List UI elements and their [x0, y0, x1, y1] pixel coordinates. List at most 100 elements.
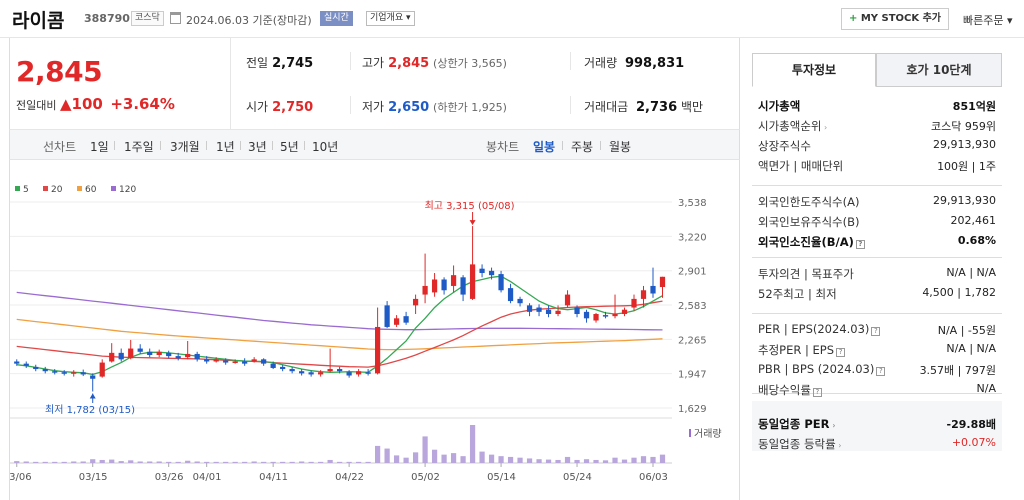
period-1w[interactable]: 1주일 — [124, 140, 154, 154]
help-icon[interactable]: ? — [871, 327, 881, 336]
volume-bar — [346, 461, 352, 463]
info-value: N/A — [976, 382, 996, 395]
candle-body — [403, 316, 409, 323]
candle-body — [564, 294, 571, 306]
info-value: +0.07% — [951, 436, 996, 449]
info-row: 투자의견 | 목표주가 N/A | N/A — [758, 266, 996, 286]
info-label[interactable]: 추정PER | EPS? — [758, 342, 846, 358]
info-value: 851억원 — [952, 100, 996, 113]
volume-bar — [403, 457, 409, 463]
y-tick-label: 3,538 — [678, 198, 707, 209]
lower-limit: (하한가 1,925) — [433, 101, 507, 114]
info-label[interactable]: 외국인소진율(B/A)? — [758, 234, 865, 250]
info-row: 외국인한도주식수(A) 29,913,930 — [758, 194, 996, 214]
candle-body — [583, 311, 590, 319]
period-3m[interactable]: 3개월 — [170, 140, 200, 154]
candle-daily[interactable]: 일봉 — [533, 140, 556, 154]
candle-body — [536, 307, 542, 312]
tab-investment-info[interactable]: 투자정보 — [752, 53, 876, 87]
tab-orderbook[interactable]: 호가 10단계 — [876, 53, 1002, 87]
info-row: 시가총액순위 › 코스닥 959위 — [758, 118, 996, 138]
volume-bar — [356, 461, 362, 463]
volume-bar — [469, 425, 476, 463]
candle-weekly[interactable]: 주봉 — [571, 140, 594, 154]
separator — [272, 141, 273, 150]
candle-body — [232, 361, 238, 363]
divider — [752, 185, 1002, 186]
low-arrow-icon — [89, 393, 96, 399]
volume-bar — [412, 452, 419, 463]
candle-body — [346, 372, 352, 376]
chevron-right-icon[interactable]: › — [821, 123, 828, 132]
y-tick-label: 3,220 — [678, 232, 707, 243]
candle-body — [52, 371, 58, 373]
ma60-line — [16, 318, 663, 351]
volume-bar — [52, 461, 58, 463]
stock-chart[interactable]: 5 20 60 120 3,538 3,220 2,901 2,583 2,265 1,947 1,… — [3, 160, 740, 500]
candle-body — [574, 307, 580, 315]
company-info-dropdown[interactable]: 기업개요 ▾ — [366, 11, 415, 26]
info-label[interactable]: 동일업종 PER › — [758, 417, 836, 431]
volume-bar — [147, 461, 153, 463]
info-label: 액면가 | 매매단위 — [758, 159, 844, 173]
info-row: 52주최고 | 최저 4,500 | 1,782 — [758, 286, 996, 306]
help-icon[interactable]: ? — [855, 240, 865, 249]
calendar-icon — [170, 12, 181, 24]
volume-bar — [90, 459, 96, 463]
investment-info-panel: 투자정보 호가 10단계 시가총액 851억원 시가총액순위 › 코스닥 959위 상장… — [740, 38, 1024, 500]
volume-bar — [289, 461, 295, 463]
volume-bar — [175, 461, 181, 463]
high-arrow-icon — [469, 220, 476, 226]
live-button[interactable]: 실시간 — [320, 11, 353, 26]
candle-body — [109, 352, 115, 362]
info-label: 외국인한도주식수(A) — [758, 195, 860, 209]
candle-body — [488, 270, 495, 276]
help-icon[interactable]: ? — [836, 348, 846, 357]
period-1d[interactable]: 1일 — [90, 140, 109, 154]
help-icon[interactable]: ? — [812, 388, 822, 397]
chevron-right-icon[interactable]: › — [829, 421, 836, 430]
price-change: 전일대비 ▲100 +3.64% — [16, 95, 175, 113]
candle-body — [602, 315, 609, 317]
chevron-right-icon[interactable]: › — [835, 441, 842, 450]
info-row: 시가총액 851억원 — [758, 98, 996, 118]
candle-monthly[interactable]: 월봉 — [609, 140, 632, 154]
volume-bar — [583, 459, 590, 463]
period-5y[interactable]: 5년 — [280, 140, 299, 154]
candle-body — [71, 372, 77, 374]
volume-bar — [507, 456, 514, 463]
candle-body — [422, 285, 428, 295]
candle-body — [356, 371, 362, 375]
open-value: 2,750 — [272, 100, 314, 115]
info-label[interactable]: 배당수익률? — [758, 382, 822, 398]
candle-body — [412, 298, 419, 306]
sector-box — [752, 401, 1002, 451]
base-date: 2024.06.03 기준(장마감) — [186, 14, 312, 27]
volume-bar — [42, 461, 48, 463]
legend-label: 60 — [85, 185, 97, 195]
info-label[interactable]: 시가총액순위 › — [758, 119, 828, 133]
candle-body — [251, 359, 257, 362]
divider — [570, 52, 571, 70]
period-3y[interactable]: 3년 — [248, 140, 267, 154]
period-10y[interactable]: 10년 — [312, 140, 339, 154]
info-row: PER | EPS(2024.03)? N/A | -55원 — [758, 322, 996, 342]
add-mystock-button[interactable]: + MY STOCK 추가 — [841, 8, 949, 30]
volume-bar — [564, 456, 571, 463]
info-value: 3.57배 | 797원 — [919, 364, 996, 377]
period-1y[interactable]: 1년 — [216, 140, 235, 154]
candle-body — [384, 305, 390, 327]
info-label[interactable]: PER | EPS(2024.03)? — [758, 322, 881, 336]
info-label[interactable]: PBR | BPS (2024.03)? — [758, 362, 886, 376]
volume-bar — [327, 459, 333, 463]
divider — [752, 393, 1002, 394]
volume-bar — [337, 461, 343, 463]
x-tick-label: 04/22 — [335, 472, 364, 483]
volume-bar — [308, 461, 314, 463]
info-label[interactable]: 동일업종 등락률 › — [758, 437, 842, 451]
candle-body — [156, 351, 162, 356]
quick-order-dropdown[interactable]: 빠른주문 ▾ — [963, 14, 1013, 27]
volume-bar — [384, 448, 390, 463]
help-icon[interactable]: ? — [876, 367, 886, 376]
prev-close-label: 전일 — [246, 56, 269, 70]
